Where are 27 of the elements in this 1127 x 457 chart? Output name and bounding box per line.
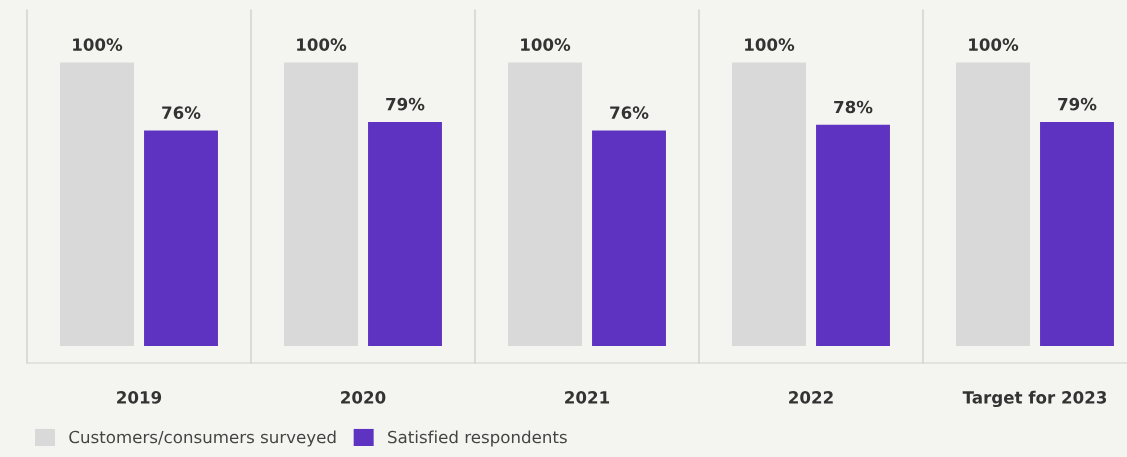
x-tick-label: Target for 2023 [962,390,1107,408]
bar [284,62,358,346]
x-tick-label: 2022 [789,391,833,404]
bar [60,62,134,346]
data-label: 78% [834,100,873,114]
x-tick-label: 2021 [565,391,610,404]
data-label: 100% [521,38,571,51]
bar [144,130,218,346]
data-label: 100% [969,38,1019,51]
data-label: 76% [162,106,201,119]
bar [956,62,1030,346]
x-tick-label: 2020 [341,391,386,404]
data-label: 100% [73,38,123,51]
data-label: 76% [610,106,649,119]
data-label: 100% [297,38,347,51]
bar [816,124,890,346]
bar [732,62,806,346]
legend-label: Customers/consumers surveyed [69,430,336,447]
data-label: 79% [386,97,425,111]
bar [368,122,442,346]
bar [1040,122,1114,346]
bar [592,130,666,346]
legend-label: Satisfied respondents [388,430,567,447]
x-tick-label: 2019 [117,391,162,404]
data-label: 79% [1058,97,1097,111]
data-label: 100% [745,38,795,51]
bar [508,62,582,346]
